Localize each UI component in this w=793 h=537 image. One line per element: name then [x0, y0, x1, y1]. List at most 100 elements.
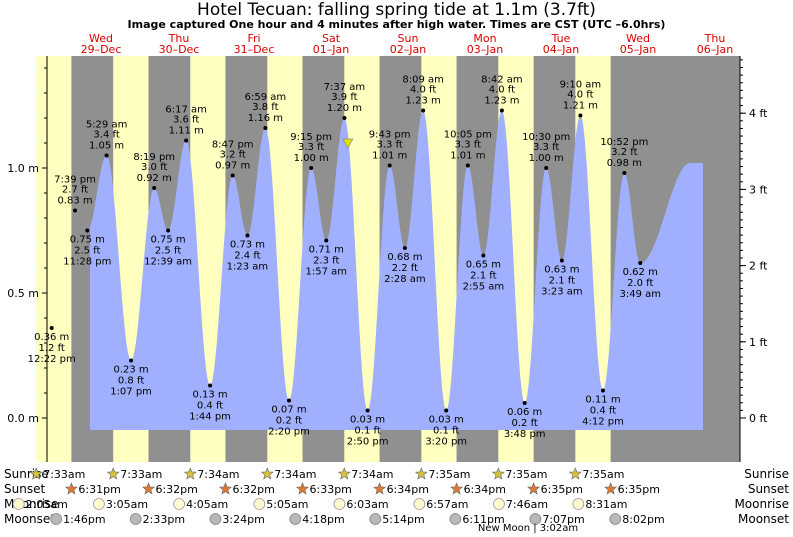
tide-point	[263, 126, 268, 130]
moonset-icon	[529, 513, 542, 525]
tide-time-label: 8:19 pm	[133, 152, 175, 163]
moonrise-time: 7:46am	[506, 498, 548, 511]
moonrise-time: 6:03am	[346, 498, 388, 511]
tide-time-label: 10:05 pm	[444, 130, 492, 141]
moonset-time: 4:18pm	[302, 513, 344, 526]
tide-point	[421, 108, 426, 113]
tide-ft-label: 3.3 ft	[298, 142, 324, 153]
current-tide-marker	[342, 138, 354, 149]
sunset-time: 6:35pm	[541, 483, 583, 496]
tide-ft-label: 2.5 ft	[155, 246, 181, 257]
tide-time-label: 5:29 am	[86, 120, 128, 131]
sunset-icon	[604, 482, 618, 495]
sunrise-time: 7:34am	[351, 468, 393, 481]
moonset-time: 2:33pm	[143, 513, 185, 526]
tide-point	[342, 116, 347, 120]
tide-m-label: 0.75 m	[70, 235, 105, 246]
row-label-right: Sunset	[748, 482, 789, 496]
day-date: 29–Dec	[81, 43, 122, 56]
tide-m-label: 1.21 m	[563, 101, 598, 112]
sunrise-icon	[106, 467, 120, 480]
tide-ft-label: 2.5 ft	[74, 246, 100, 257]
tide-m-label: 0.03 m	[350, 415, 385, 426]
tide-ft-label: 0.4 ft	[590, 406, 616, 417]
day-date: 02–Jan	[390, 43, 426, 56]
tide-time-label: 1:44 pm	[189, 412, 231, 423]
tide-time-label: 7:39 pm	[54, 175, 96, 186]
tide-ft-label: 2.4 ft	[234, 251, 260, 262]
moonrise-icon	[92, 498, 105, 510]
sunrise-time: 7:35am	[582, 468, 624, 481]
tide-m-label: 0.11 m	[585, 395, 620, 406]
tide-m-label: 0.36 m	[34, 332, 69, 343]
moonset-icon	[609, 513, 622, 525]
y-tick-label-m: 1.0 m	[7, 162, 39, 175]
y-tick-label-ft: 4 ft	[749, 107, 768, 120]
moonrise-icon	[572, 498, 585, 510]
row-label-right: Sunrise	[744, 467, 789, 481]
tide-m-label: 0.23 m	[113, 365, 148, 376]
page-title: Hotel Tecuan: falling spring tide at 1.1…	[197, 0, 596, 20]
day-date: 30–Dec	[159, 43, 200, 56]
tide-point	[481, 253, 486, 258]
tide-point	[578, 113, 583, 118]
tide-m-label: 1.01 m	[372, 151, 407, 162]
day-name: Fri	[247, 32, 260, 45]
tide-time-label: 3:49 am	[619, 289, 661, 300]
moonset-icon	[369, 513, 382, 525]
tide-ft-label: 3.3 ft	[455, 140, 481, 151]
sunrise-icon	[29, 467, 43, 480]
tide-time-label: 12:39 am	[144, 257, 192, 268]
tide-m-label: 0.97 m	[215, 161, 250, 172]
day-date: 05–Jan	[620, 43, 656, 56]
tide-time-label: 2:55 am	[463, 282, 505, 293]
tide-point	[465, 163, 470, 168]
tide-time-label: 9:43 pm	[369, 130, 411, 141]
sunset-time: 6:34pm	[387, 483, 429, 496]
sunset-icon	[527, 482, 541, 495]
tide-ft-label: 3.3 ft	[376, 140, 402, 151]
tide-m-label: 0.68 m	[387, 252, 422, 263]
tide-point	[522, 401, 527, 405]
sunset-icon	[142, 482, 155, 495]
y-tick-label-ft: 1 ft	[749, 336, 768, 349]
tide-point	[638, 261, 643, 265]
tide-ft-label: 0.8 ft	[118, 376, 144, 387]
tide-point	[286, 398, 291, 403]
day-name: Thu	[168, 32, 190, 45]
tide-m-label: 1.16 m	[248, 113, 283, 124]
tide-ft-label: 3.0 ft	[141, 162, 167, 173]
tide-ft-label: 0.2 ft	[512, 418, 538, 429]
tide-ft-label: 2.2 ft	[392, 263, 418, 274]
tide-time-label: 3:20 pm	[425, 437, 467, 448]
tide-ft-label: 4.0 ft	[410, 85, 436, 96]
tide-m-label: 0.03 m	[429, 415, 464, 426]
tide-area	[90, 110, 703, 430]
moonrise-time: 2:05am	[26, 498, 68, 511]
sunset-time: 6:31pm	[78, 483, 120, 496]
sunrise-icon	[568, 467, 582, 480]
tide-m-label: 0.65 m	[466, 260, 501, 271]
new-moon-note: New Moon | 3:02am	[478, 523, 578, 534]
tide-m-label: 0.07 m	[271, 405, 306, 416]
tide-point	[622, 171, 627, 175]
tide-point	[104, 153, 109, 158]
tide-point	[152, 186, 157, 190]
tide-time-label: 3:23 am	[541, 287, 583, 298]
day-date: 31–Dec	[234, 43, 275, 56]
tide-point	[324, 238, 329, 243]
tide-point	[230, 173, 235, 178]
moonrise-icon	[253, 498, 266, 510]
tide-point	[129, 358, 134, 363]
tide-time-label: 9:15 pm	[290, 132, 332, 143]
tide-ft-label: 2.1 ft	[549, 276, 575, 287]
tide-time-label: 10:52 pm	[600, 137, 648, 148]
moonrise-icon	[493, 498, 505, 510]
tide-ft-label: 2.7 ft	[62, 185, 88, 196]
tide-ft-label: 3.8 ft	[252, 102, 278, 113]
tide-point	[387, 163, 392, 168]
day-date: 04–Jan	[543, 43, 579, 56]
moonrise-icon	[173, 498, 186, 510]
sunset-time: 6:33pm	[310, 483, 352, 496]
